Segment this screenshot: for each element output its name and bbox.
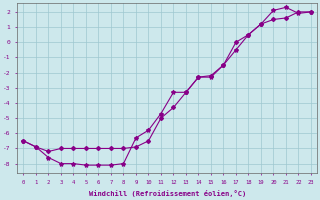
X-axis label: Windchill (Refroidissement éolien,°C): Windchill (Refroidissement éolien,°C) xyxy=(89,190,246,197)
